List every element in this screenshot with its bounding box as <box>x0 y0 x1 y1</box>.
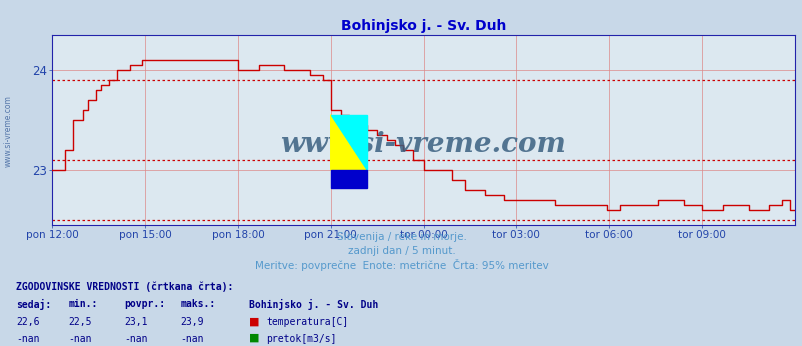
Text: 23,1: 23,1 <box>124 317 148 327</box>
Text: -nan: -nan <box>180 334 204 344</box>
Text: www.si-vreme.com: www.si-vreme.com <box>280 131 566 158</box>
Text: povpr.:: povpr.: <box>124 299 165 309</box>
Polygon shape <box>330 115 367 170</box>
Bar <box>330 170 367 188</box>
Text: zadnji dan / 5 minut.: zadnji dan / 5 minut. <box>347 246 455 256</box>
Text: min.:: min.: <box>68 299 98 309</box>
Text: Bohinjsko j. - Sv. Duh: Bohinjsko j. - Sv. Duh <box>249 299 378 310</box>
Text: 22,6: 22,6 <box>16 317 39 327</box>
Text: sedaj:: sedaj: <box>16 299 51 310</box>
Text: Slovenija / reke in morje.: Slovenija / reke in morje. <box>336 232 466 242</box>
Polygon shape <box>330 115 367 170</box>
Text: ■: ■ <box>249 333 259 343</box>
Text: ZGODOVINSKE VREDNOSTI (črtkana črta):: ZGODOVINSKE VREDNOSTI (črtkana črta): <box>16 282 233 292</box>
Text: maks.:: maks.: <box>180 299 216 309</box>
Title: Bohinjsko j. - Sv. Duh: Bohinjsko j. - Sv. Duh <box>341 19 505 34</box>
Text: -nan: -nan <box>124 334 148 344</box>
Text: www.si-vreme.com: www.si-vreme.com <box>3 95 13 167</box>
Text: -nan: -nan <box>16 334 39 344</box>
Text: Meritve: povprečne  Enote: metrične  Črta: 95% meritev: Meritve: povprečne Enote: metrične Črta:… <box>254 259 548 271</box>
Text: 22,5: 22,5 <box>68 317 91 327</box>
Text: -nan: -nan <box>68 334 91 344</box>
Text: temperatura[C]: temperatura[C] <box>266 317 348 327</box>
Text: pretok[m3/s]: pretok[m3/s] <box>266 334 337 344</box>
Text: ■: ■ <box>249 316 259 326</box>
Text: 23,9: 23,9 <box>180 317 204 327</box>
